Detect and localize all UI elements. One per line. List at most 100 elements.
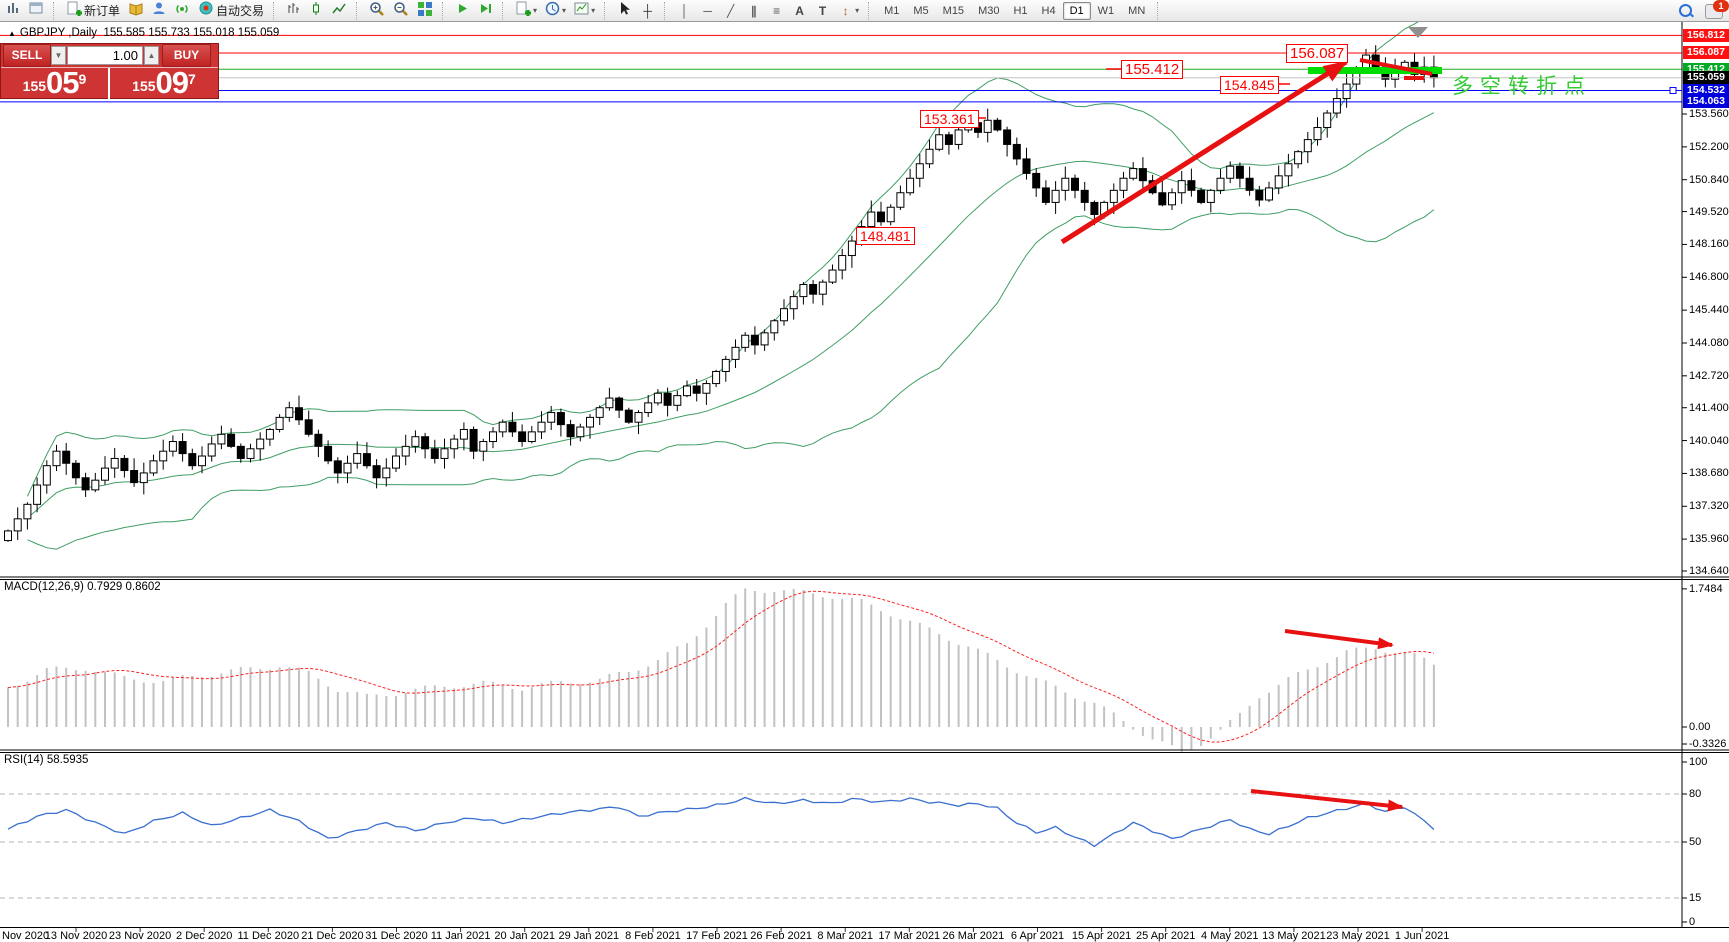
timeframe-m30-button[interactable]: M30: [978, 4, 1000, 17]
uptrend-arrow[interactable]: [1060, 59, 1348, 245]
profiles-icon[interactable]: [25, 0, 48, 22]
time-axis-label: 1 Jun 2021: [1394, 930, 1450, 942]
periods-icon-dropdown[interactable]: ▾: [562, 6, 567, 15]
tile-windows-icon[interactable]: [413, 0, 437, 22]
signals-icon[interactable]: [171, 0, 194, 22]
notification-count-badge: 1: [1713, 0, 1729, 12]
cursor-icon[interactable]: [613, 0, 636, 22]
time-axis-label: 17 Feb 2021: [686, 930, 748, 942]
price-axis-tick: 138.680: [1689, 467, 1729, 480]
auto-trading-button[interactable]: 自动交易: [194, 0, 268, 22]
volume-decrease-button[interactable]: ▼: [51, 46, 66, 65]
chart-title: ▲ GBPJPY ,Daily 155.585 155.733 155.018 1…: [8, 27, 279, 39]
price-axis-tick: 148.160: [1689, 238, 1729, 251]
trend-drawings[interactable]: [976, 27, 1442, 812]
zoom-in-icon[interactable]: [365, 0, 389, 22]
timeframe-mn-button[interactable]: MN: [1128, 4, 1146, 17]
chart-shift-icon[interactable]: [474, 0, 497, 22]
rsi-axis-tick: 15: [1689, 892, 1702, 904]
toolbar-separator: [442, 1, 448, 20]
time-axis-label: 13 Nov 2020: [44, 930, 108, 942]
macd-divergence-arrow[interactable]: [1284, 629, 1394, 650]
chart-shift-marker[interactable]: [1408, 27, 1428, 38]
horizontal-line-icon[interactable]: ─: [696, 0, 719, 22]
toolbar-separator: [1157, 1, 1163, 20]
time-axis-label: 20 Jan 2021: [494, 930, 555, 942]
notifications-icon[interactable]: 1: [1705, 0, 1729, 19]
price-annotation-148481[interactable]: 148.481: [856, 227, 915, 245]
timeframe-h4-button[interactable]: H4: [1041, 4, 1056, 17]
chinese-note-text[interactable]: 多空转折点: [1452, 75, 1592, 98]
rsi-indicator-label: RSI(14) 58.5935: [4, 754, 88, 766]
ask-price[interactable]: 155 09 7: [110, 67, 218, 99]
equidistant-channel-icon: ∥: [750, 3, 757, 18]
rsi-divergence-arrow[interactable]: [1250, 789, 1404, 812]
history-center-icon[interactable]: [124, 0, 148, 22]
zoom-out-icon[interactable]: [389, 0, 413, 22]
periods-icon[interactable]: ▾: [541, 0, 570, 22]
fibonacci-icon[interactable]: ≡: [765, 0, 788, 22]
templates-icon-dropdown[interactable]: ▾: [591, 6, 596, 15]
new-order-button[interactable]: 新订单: [62, 0, 124, 22]
price-axis-tick: 137.320: [1689, 500, 1729, 513]
indicators-icon-dropdown[interactable]: ▾: [533, 6, 538, 15]
time-axis-label: 31 Dec 2020: [365, 930, 428, 942]
price-axis-tick: 141.400: [1689, 401, 1729, 414]
bar-chart-icon[interactable]: [282, 0, 305, 22]
tile-windows-icon: [417, 1, 433, 21]
timeframe-m15-button[interactable]: M15: [942, 4, 965, 17]
time-axis-label: 8 Feb 2021: [625, 930, 681, 942]
volume-input[interactable]: 1.00: [67, 46, 143, 65]
symbol-period-label: GBPJPY ,Daily: [19, 27, 98, 39]
buy-button[interactable]: BUY: [162, 44, 211, 67]
sell-button[interactable]: SELL: [3, 44, 51, 67]
auto-trading-button-label: 自动交易: [216, 4, 265, 18]
timeframe-w1-button[interactable]: W1: [1097, 4, 1115, 17]
time-axis-label: 26 Feb 2021: [750, 930, 812, 942]
price-axis-tick: 140.040: [1689, 434, 1729, 447]
ohlc-values: 155.585 155.733 155.018 155.059: [103, 27, 280, 39]
expand-panel-icon[interactable]: ▲: [8, 29, 16, 38]
line-chart-icon[interactable]: [328, 0, 351, 22]
vertical-line-icon: │: [680, 3, 689, 18]
price-axis-tick: 142.720: [1689, 369, 1729, 382]
text-icon[interactable]: A: [788, 0, 811, 22]
price-annotation-156087[interactable]: 156.087: [1286, 44, 1349, 63]
periods-icon: [545, 1, 560, 20]
timeframe-d1-button[interactable]: D1: [1062, 1, 1091, 20]
timeframe-m1-button[interactable]: M1: [884, 4, 900, 17]
timeframe-m5-button[interactable]: M5: [913, 4, 929, 17]
red-dash-mark[interactable]: [1404, 76, 1424, 80]
crosshair-icon[interactable]: ┼: [636, 0, 659, 22]
candlestick-chart-icon[interactable]: [305, 0, 328, 22]
arrows-icon[interactable]: ↕ ▾: [834, 0, 863, 22]
price-annotation-154845[interactable]: 154.845: [1220, 76, 1279, 94]
trendline-icon[interactable]: ╱: [719, 0, 742, 22]
search-icon[interactable]: [1679, 4, 1694, 18]
price-annotation-155412[interactable]: 155.412: [1121, 60, 1184, 79]
indicators-icon[interactable]: ▾: [511, 0, 541, 22]
price-annotation-153361[interactable]: 153.361: [920, 110, 979, 128]
equidistant-channel-icon[interactable]: ∥: [742, 0, 765, 22]
time-axis-label: 15 Apr 2021: [1071, 930, 1132, 942]
auto-scroll-icon[interactable]: [451, 0, 474, 22]
rsi-level-lines: [0, 793, 1682, 899]
new-chart-icon[interactable]: [2, 0, 25, 22]
timeframe-h1-button[interactable]: H1: [1013, 4, 1028, 17]
hline-handle[interactable]: [1669, 87, 1677, 95]
signals-icon: [175, 1, 190, 20]
candlestick-series: [4, 45, 1438, 543]
bid-price[interactable]: 155 05 9: [1, 67, 110, 99]
vertical-line-icon[interactable]: │: [673, 0, 696, 22]
pullback-line[interactable]: [1359, 58, 1433, 76]
ask-pipette: 7: [188, 71, 196, 87]
market-watch-icon[interactable]: [148, 0, 171, 22]
green-support-bar[interactable]: [1308, 67, 1442, 74]
time-axis-label: 29 Jan 2021: [558, 930, 620, 942]
arrows-icon-dropdown[interactable]: ▾: [855, 6, 860, 15]
volume-increase-button[interactable]: ▲: [144, 46, 159, 65]
label-icon[interactable]: T: [811, 0, 834, 22]
templates-icon[interactable]: ▾: [570, 0, 599, 22]
